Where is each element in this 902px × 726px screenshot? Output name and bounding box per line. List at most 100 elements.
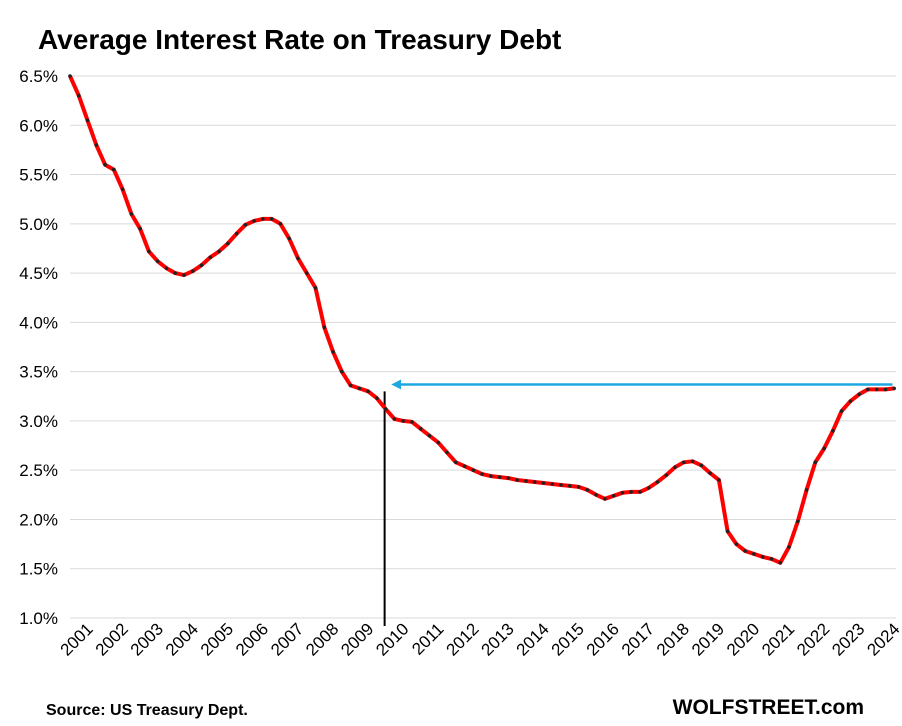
data-point [348, 383, 353, 388]
data-point [839, 409, 844, 413]
data-point [892, 386, 896, 391]
data-point [217, 249, 221, 254]
brand-label: WOLFSTREET.com [673, 696, 864, 719]
data-point [418, 427, 423, 431]
data-point [243, 223, 248, 227]
x-tick-label: 2021 [758, 619, 798, 659]
x-tick-label: 2003 [127, 619, 167, 659]
y-tick-label: 3.0% [19, 412, 58, 431]
data-point [769, 557, 774, 561]
x-tick-label: 2018 [653, 619, 693, 659]
y-tick-label: 1.0% [19, 609, 58, 628]
data-point [138, 226, 142, 231]
data-point [77, 93, 81, 98]
y-axis-ticks: 1.0% 1.5% 2.0% 2.5% 3.0% 3.5% 4.0% 4.5% 5.0% 5.5%… [19, 67, 58, 628]
data-point [480, 472, 484, 476]
data-point [112, 167, 116, 172]
y-tick-label: 5.5% [19, 166, 58, 185]
data-point [734, 542, 739, 546]
data-point [427, 433, 432, 438]
data-point [857, 392, 861, 397]
y-tick-label: 3.5% [19, 363, 58, 382]
x-tick-label: 2001 [57, 619, 97, 659]
data-point [331, 350, 335, 354]
data-point [620, 491, 625, 495]
x-tick-label: 2008 [302, 619, 342, 659]
data-point [822, 446, 826, 451]
data-point [366, 389, 370, 394]
data-point [796, 519, 800, 524]
data-point [603, 497, 607, 501]
data-point [664, 473, 669, 477]
series-line [68, 75, 895, 565]
data-point [541, 481, 546, 485]
x-tick-label: 2017 [618, 619, 658, 659]
data-point [191, 269, 195, 273]
data-point [278, 222, 283, 226]
data-point [550, 482, 555, 486]
data-point [357, 386, 362, 391]
y-tick-label: 2.0% [19, 510, 58, 529]
data-point [199, 263, 204, 268]
data-point [269, 217, 274, 221]
data-point [611, 494, 616, 498]
x-tick-label: 2011 [408, 619, 447, 658]
data-point [489, 474, 493, 478]
data-point [68, 74, 72, 78]
data-point [804, 488, 809, 492]
x-tick-label: 2019 [688, 619, 728, 659]
data-point [287, 236, 292, 241]
x-tick-label: 2006 [232, 619, 272, 659]
data-point [673, 465, 677, 470]
data-point [506, 476, 511, 480]
data-point [340, 369, 344, 374]
data-point [462, 464, 467, 469]
x-tick-label: 2005 [197, 619, 237, 659]
x-tick-label: 2010 [372, 619, 412, 659]
x-tick-label: 2014 [513, 619, 553, 659]
data-point [313, 286, 318, 290]
data-point [866, 387, 870, 392]
data-point [848, 399, 853, 404]
data-point [401, 419, 406, 423]
data-point [629, 490, 633, 494]
data-point [515, 478, 519, 482]
source-note: Source: US Treasury Dept. [46, 702, 248, 719]
data-point [261, 217, 265, 221]
y-tick-label: 6.0% [19, 116, 58, 135]
data-point [410, 420, 414, 424]
data-point [208, 255, 213, 260]
x-tick-label: 2020 [723, 619, 763, 659]
x-tick-label: 2023 [828, 619, 868, 659]
data-point [173, 271, 177, 275]
data-point [226, 241, 230, 246]
data-point [234, 231, 239, 236]
data-point [532, 480, 537, 484]
data-point [743, 549, 747, 553]
gridlines [70, 75, 896, 619]
data-point [94, 143, 99, 147]
x-tick-label: 2024 [863, 619, 902, 659]
data-point [164, 266, 169, 271]
x-tick-label: 2009 [337, 619, 377, 659]
data-point [576, 485, 581, 489]
data-point [155, 259, 160, 264]
data-point [182, 273, 186, 277]
data-point [594, 493, 598, 497]
x-tick-label: 2016 [583, 619, 623, 659]
data-point [445, 450, 449, 455]
data-point [787, 545, 791, 549]
x-tick-label: 2004 [162, 619, 202, 659]
data-point [322, 325, 327, 330]
y-tick-label: 6.5% [19, 67, 58, 86]
data-point [760, 555, 765, 559]
y-tick-label: 2.5% [19, 461, 58, 480]
x-axis-ticks: 2001200220032004200520062007200820092010… [57, 619, 902, 659]
data-point [129, 212, 134, 216]
y-tick-label: 1.5% [19, 560, 58, 579]
series-layer [68, 74, 896, 565]
data-point [103, 162, 107, 167]
data-point [375, 396, 379, 401]
data-point [699, 463, 704, 468]
data-point [725, 529, 730, 534]
